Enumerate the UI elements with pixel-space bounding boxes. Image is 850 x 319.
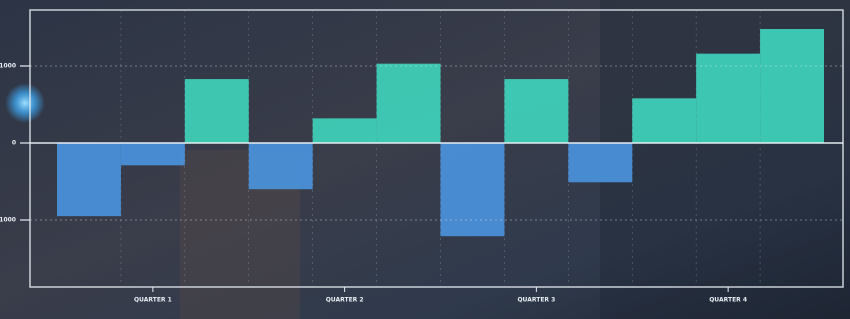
x-tick-label: QUARTER 2 [326, 297, 364, 304]
bar [760, 29, 824, 143]
x-tick-label: QUARTER 3 [517, 297, 555, 304]
bar [313, 118, 377, 143]
bar [185, 79, 249, 143]
y-tick-label: 1000 [0, 62, 16, 69]
glow-dot [5, 83, 45, 123]
page: QUARTER 1 QUARTER 2 QUARTER 3 QUARTER 4 -100… [0, 0, 850, 319]
chart: QUARTER 1 QUARTER 2 QUARTER 3 QUARTER 4 -100… [0, 0, 850, 319]
bar [504, 79, 568, 143]
bar [568, 143, 632, 182]
y-tick-label: -1000 [0, 217, 16, 224]
bar [441, 143, 505, 236]
bar [121, 143, 185, 165]
y-tick-label: 0 [12, 139, 16, 146]
bar [57, 143, 121, 216]
x-tick-label: QUARTER 4 [709, 297, 747, 304]
x-tick-label: QUARTER 1 [134, 297, 172, 304]
bar [377, 64, 441, 143]
bar [632, 98, 696, 143]
bar [249, 143, 313, 189]
bar [696, 54, 760, 143]
